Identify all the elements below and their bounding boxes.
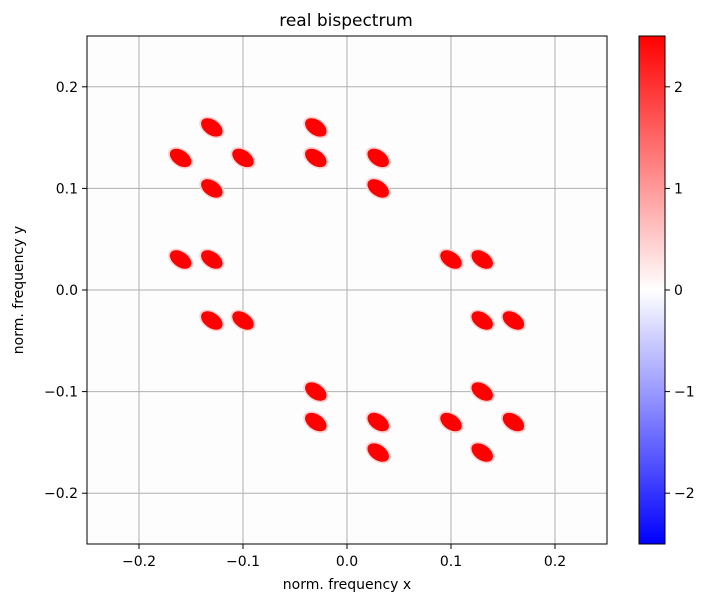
- blob-core-9: [201, 250, 223, 269]
- blob-22: [500, 411, 526, 433]
- x-tick-label-4: 0.2: [544, 554, 566, 570]
- blob-3: [199, 177, 225, 200]
- y-tick-label-1: −0.1: [44, 385, 78, 401]
- y-axis-ticks: −0.2 −0.1 0.0 0.1 0.2: [44, 80, 87, 502]
- colorbar-tick-label-3: 1: [674, 181, 683, 197]
- blob-0: [199, 116, 225, 139]
- colorbar-tick-label-1: −1: [674, 385, 695, 401]
- blob-21: [438, 411, 464, 433]
- colorbar: −2 −1 0 1 2: [638, 35, 695, 545]
- blob-8: [168, 248, 194, 271]
- colorbar-tick-label-2: 0: [674, 283, 683, 299]
- y-tick-label-0: −0.2: [44, 486, 78, 502]
- x-tick-label-3: 0.1: [440, 554, 462, 570]
- chart-title: real bispectrum: [279, 11, 413, 31]
- grid-lines: [87, 36, 607, 544]
- blob-5: [303, 147, 329, 169]
- blob-core-8: [169, 250, 192, 269]
- x-axis-ticks: −0.2 −0.1 0.0 0.1 0.2: [122, 544, 566, 570]
- blob-19: [365, 411, 391, 433]
- blob-2: [230, 147, 256, 169]
- blob-9: [199, 248, 225, 271]
- blob-23: [469, 441, 495, 464]
- x-tick-label-0: −0.2: [122, 554, 156, 570]
- blob-10: [438, 248, 464, 271]
- blob-4: [303, 116, 329, 139]
- blob-core-20: [367, 443, 389, 462]
- blob-core-21: [440, 412, 462, 432]
- blob-core-13: [232, 311, 254, 330]
- blob-core-17: [305, 412, 327, 432]
- blob-17: [303, 411, 329, 433]
- blob-core-15: [502, 311, 525, 330]
- blob-core-5: [305, 148, 327, 168]
- blob-core-7: [367, 179, 389, 198]
- blob-7: [365, 177, 391, 200]
- blob-core-2: [232, 148, 254, 168]
- y-tick-label-3: 0.1: [56, 181, 78, 197]
- colorbar-gradient: [638, 35, 666, 545]
- blob-6: [365, 147, 391, 169]
- blob-core-1: [169, 148, 192, 168]
- blob-11: [469, 248, 495, 271]
- blob-core-14: [471, 311, 493, 330]
- blob-13: [230, 309, 256, 332]
- x-axis-label: norm. frequency x: [283, 577, 411, 593]
- blob-12: [199, 309, 225, 332]
- y-tick-label-2: 0.0: [56, 283, 78, 299]
- blob-15: [500, 309, 526, 332]
- blob-1: [168, 147, 194, 169]
- bispectrum-blobs: [168, 116, 526, 464]
- blob-core-18: [471, 382, 493, 401]
- blob-14: [469, 309, 495, 332]
- blob-20: [365, 441, 391, 464]
- blob-core-6: [367, 148, 389, 168]
- blob-core-0: [201, 118, 223, 137]
- blob-core-4: [305, 118, 327, 137]
- blob-core-10: [440, 250, 462, 269]
- colorbar-ticks: −2 −1 0 1 2: [665, 80, 695, 502]
- blob-core-11: [471, 250, 493, 269]
- y-tick-label-4: 0.2: [56, 80, 78, 96]
- blob-core-3: [201, 179, 223, 198]
- x-tick-label-1: −0.1: [226, 554, 260, 570]
- plot-area: −0.2 −0.1 0.0 0.1 0.2 −0.2 −0.1 0.0 0.1 0.2: [44, 35, 608, 570]
- colorbar-tick-label-0: −2: [674, 486, 695, 502]
- colorbar-tick-label-4: 2: [674, 80, 683, 96]
- blob-core-23: [471, 443, 493, 462]
- x-tick-label-2: 0.0: [336, 554, 358, 570]
- blob-core-12: [201, 311, 223, 330]
- blob-core-19: [367, 412, 389, 432]
- y-axis-label: norm. frequency y: [11, 226, 27, 354]
- blob-16: [303, 380, 329, 403]
- blob-core-22: [502, 412, 525, 432]
- blob-core-16: [305, 382, 327, 401]
- blob-18: [469, 380, 495, 403]
